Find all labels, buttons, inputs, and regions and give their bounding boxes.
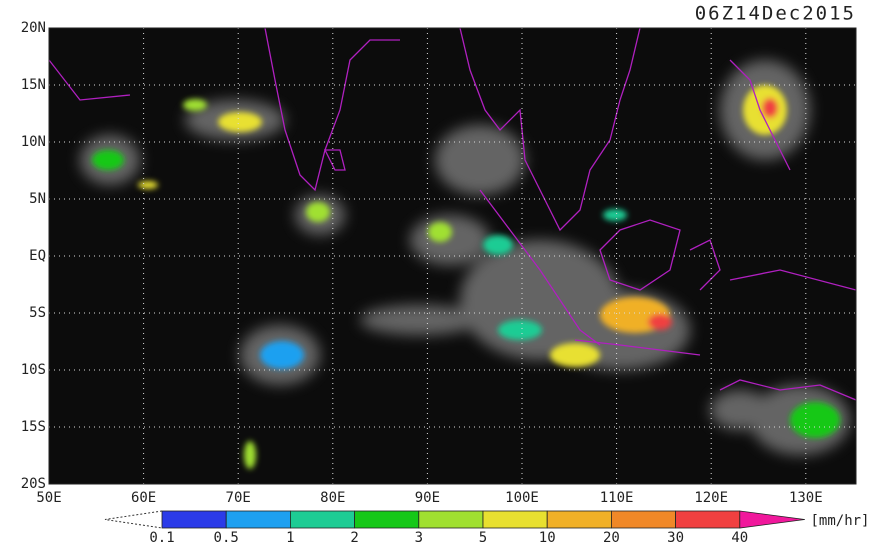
lon-label: 100E — [505, 490, 539, 506]
lon-label: 60E — [131, 490, 156, 506]
map-frame — [48, 27, 857, 485]
colorbar-label: 40 — [731, 530, 748, 545]
graticule — [49, 28, 856, 484]
colorbar-label: 3 — [415, 530, 423, 545]
lat-label: 20N — [21, 20, 46, 36]
colorbar-label: 5 — [479, 530, 487, 545]
colorbar-box — [611, 510, 677, 529]
lat-label: 10S — [21, 362, 46, 378]
colorbar-label: 20 — [603, 530, 620, 545]
colorbar: 0.1 0.5 1 2 3 5 10 20 30 40 [mm/hr] — [104, 510, 870, 545]
lon-label: 110E — [600, 490, 634, 506]
colorbar-box — [289, 510, 355, 529]
timestamp: 06Z14Dec2015 — [695, 3, 856, 25]
colorbar-under — [104, 510, 163, 529]
cloud-imagery — [49, 28, 856, 469]
colorbar-label: 10 — [539, 530, 556, 545]
colorbar-box — [354, 510, 420, 529]
lat-label: 5S — [29, 305, 46, 321]
colorbar-label: 0.5 — [214, 530, 239, 545]
colorbar-label: 2 — [350, 530, 358, 545]
lat-label: 10N — [21, 134, 46, 150]
colorbar-label: 0.1 — [149, 530, 174, 545]
lon-label: 90E — [415, 490, 440, 506]
lat-label: 15S — [21, 419, 46, 435]
colorbar-box — [675, 510, 741, 529]
lon-label: 120E — [694, 490, 728, 506]
colorbar-box — [482, 510, 548, 529]
lon-label: 80E — [320, 490, 345, 506]
lon-label: 50E — [36, 490, 61, 506]
colorbar-unit: [mm/hr] — [810, 513, 869, 529]
colorbar-box — [418, 510, 484, 529]
colorbar-label: 30 — [667, 530, 684, 545]
colorbar-box — [225, 510, 291, 529]
colorbar-box — [161, 510, 227, 529]
lon-label: 70E — [226, 490, 251, 506]
lon-label: 130E — [789, 490, 823, 506]
lat-label: 5N — [29, 191, 46, 207]
colorbar-box — [546, 510, 612, 529]
colorbar-label: 1 — [286, 530, 294, 545]
lat-label: EQ — [29, 248, 46, 264]
colorbar-over — [739, 510, 805, 529]
lat-label: 20S — [21, 476, 46, 492]
lat-label: 15N — [21, 77, 46, 93]
